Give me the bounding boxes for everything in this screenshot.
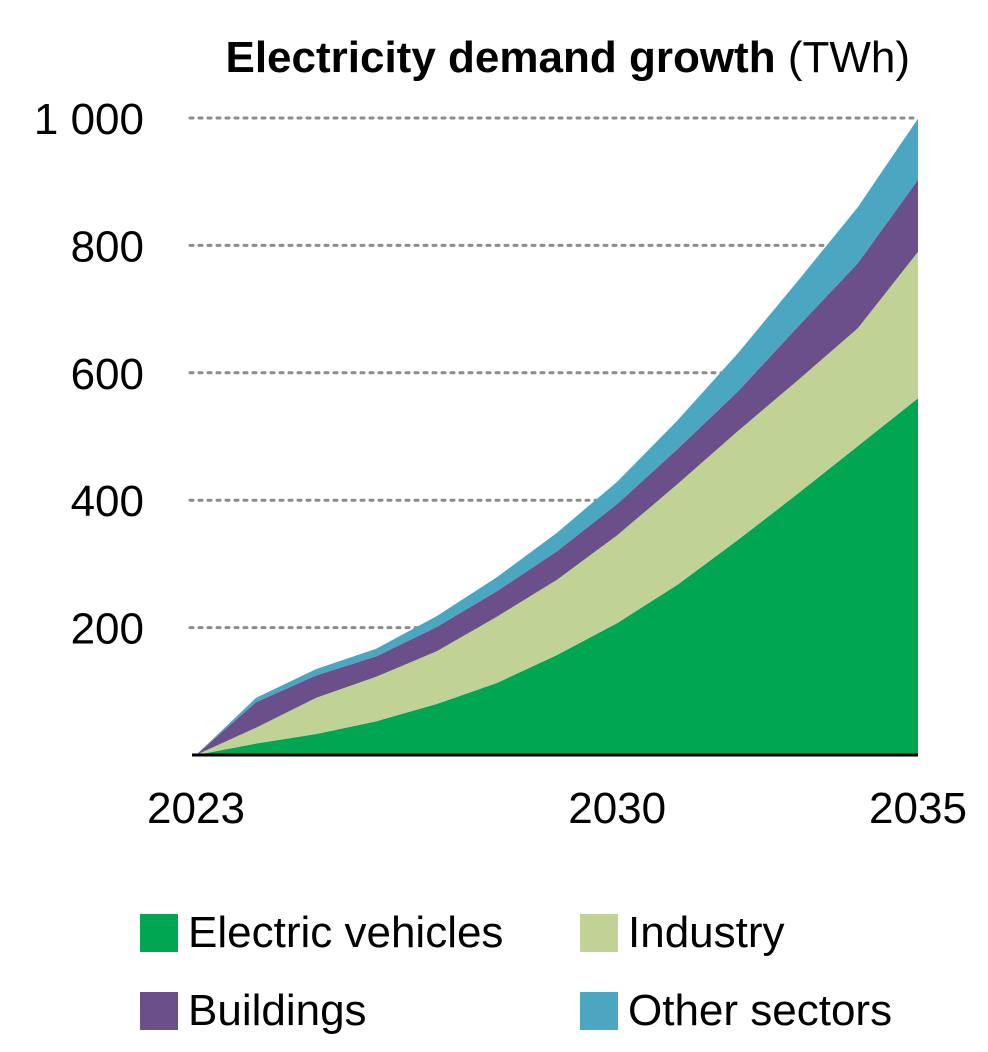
legend-label: Electric vehicles [188, 908, 504, 957]
legend-swatch [580, 992, 618, 1030]
area-electric-vehicles [196, 398, 918, 755]
area-buildings [196, 179, 918, 756]
legend-item-industry: Industry [580, 905, 785, 961]
y-tick-label: 800 [71, 222, 144, 271]
legend-swatch [140, 914, 178, 952]
legend-label: Industry [628, 908, 785, 957]
y-tick-label: 600 [71, 350, 144, 399]
area-industry [196, 251, 918, 756]
legend-item-electric-vehicles: Electric vehicles [140, 905, 503, 961]
y-tick-labels: 200 400 600 800 1 000 [34, 95, 144, 654]
chart-title-text: Electricity demand growth [225, 33, 776, 82]
x-tick-labels: 2023 2030 2035 [147, 784, 967, 833]
x-tick-label: 2023 [147, 784, 245, 833]
legend-label: Other sectors [628, 986, 893, 1035]
y-tick-label: 400 [71, 477, 144, 526]
chart-title: Electricity demand growth (TWh) [0, 30, 910, 86]
stacked-areas [196, 118, 918, 756]
chart-title-unit: (TWh) [787, 33, 910, 82]
y-tick-label: 200 [71, 605, 144, 654]
legend-item-other-sectors: Other sectors [580, 983, 892, 1039]
legend-label: Buildings [188, 986, 367, 1035]
legend-swatch [580, 914, 618, 952]
legend-swatch [140, 992, 178, 1030]
y-tick-label: 1 000 [34, 95, 144, 144]
legend-item-buildings: Buildings [140, 983, 367, 1039]
x-tick-label: 2030 [568, 784, 666, 833]
x-tick-label: 2035 [869, 784, 967, 833]
